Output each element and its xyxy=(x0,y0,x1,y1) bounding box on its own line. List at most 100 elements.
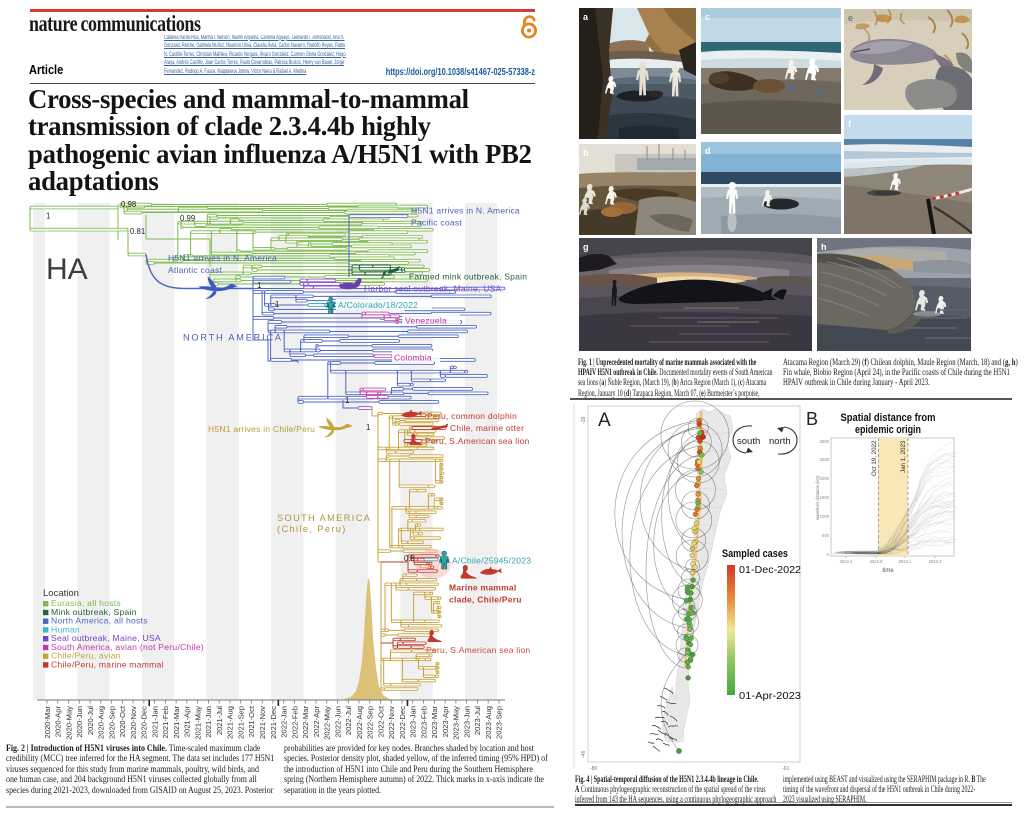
svg-text:2020-Apr: 2020-Apr xyxy=(54,706,63,738)
svg-text:0.81: 0.81 xyxy=(130,227,145,236)
svg-text:2023-Mar: 2023-Mar xyxy=(430,706,439,739)
svg-text:wavefront distance (km): wavefront distance (km) xyxy=(815,475,820,520)
svg-text:2021-Apr: 2021-Apr xyxy=(183,706,192,738)
svg-text:Atlantic coast: Atlantic coast xyxy=(168,265,222,275)
svg-text:epidemic origin: epidemic origin xyxy=(855,424,921,436)
svg-text:2020-Mar: 2020-Mar xyxy=(43,706,52,739)
svg-text:2022-May: 2022-May xyxy=(323,706,332,740)
svg-text:2023-May: 2023-May xyxy=(452,706,461,740)
svg-text:2023-Aug: 2023-Aug xyxy=(484,706,493,739)
svg-text:f: f xyxy=(848,119,852,129)
svg-text:500: 500 xyxy=(822,533,830,538)
svg-text:Location: Location xyxy=(43,588,79,599)
svg-text:2023-Apr: 2023-Apr xyxy=(441,706,450,738)
svg-text:Chile/Peru, avian: Chile/Peru, avian xyxy=(51,651,121,661)
svg-text:Eurasia, all hosts: Eurasia, all hosts xyxy=(51,598,121,608)
svg-text:HA: HA xyxy=(46,253,88,286)
svg-text:Peru, common dolphin: Peru, common dolphin xyxy=(427,411,517,421)
svg-text:2023.1: 2023.1 xyxy=(899,559,912,564)
svg-text:d: d xyxy=(705,146,711,156)
svg-text:Peru, S.American sea lion: Peru, S.American sea lion xyxy=(426,645,531,655)
svg-text:2000: 2000 xyxy=(820,476,830,481)
svg-text:2021-Jun: 2021-Jun xyxy=(204,706,213,738)
svg-text:1: 1 xyxy=(257,281,261,290)
svg-text:0: 0 xyxy=(827,552,830,557)
svg-text:2020-Sep: 2020-Sep xyxy=(107,706,116,739)
svg-text:g: g xyxy=(583,242,589,252)
svg-text:Venezuela: Venezuela xyxy=(405,316,447,326)
svg-text:-80: -80 xyxy=(590,766,597,772)
svg-text:2020-Aug: 2020-Aug xyxy=(97,706,106,739)
svg-text:1: 1 xyxy=(366,423,370,432)
svg-text:2021-Aug: 2021-Aug xyxy=(226,706,235,739)
svg-text:2020-May: 2020-May xyxy=(64,706,73,740)
svg-text:-46: -46 xyxy=(581,751,587,758)
svg-text:2021-Feb: 2021-Feb xyxy=(161,706,170,739)
svg-text:b: b xyxy=(583,148,589,158)
svg-text:south: south xyxy=(737,436,760,447)
svg-text:(Chile, Peru): (Chile, Peru) xyxy=(277,524,347,534)
svg-text:0.8: 0.8 xyxy=(404,554,415,563)
svg-text:2022-Apr: 2022-Apr xyxy=(312,706,321,738)
svg-text:Marine mammal: Marine mammal xyxy=(449,583,517,593)
svg-text:2023-Jun: 2023-Jun xyxy=(462,706,471,738)
svg-text:2021-Dec: 2021-Dec xyxy=(269,706,278,739)
svg-text:2022-Oct: 2022-Oct xyxy=(376,705,385,737)
svg-text:Pacific coast: Pacific coast xyxy=(411,218,462,228)
svg-text:2500: 2500 xyxy=(820,457,830,462)
svg-text:2020-Jul: 2020-Jul xyxy=(86,706,95,735)
svg-text:North America, all hosts: North America, all hosts xyxy=(51,616,148,626)
svg-text:2021-Oct: 2021-Oct xyxy=(247,705,256,737)
svg-text:2022-Mar: 2022-Mar xyxy=(301,706,310,739)
svg-text:1000: 1000 xyxy=(820,514,830,519)
svg-text:-61: -61 xyxy=(782,766,789,772)
svg-text:north: north xyxy=(769,436,791,447)
svg-text:Mink outbreak, Spain: Mink outbreak, Spain xyxy=(51,607,137,617)
svg-text:Spatial distance from: Spatial distance from xyxy=(841,412,936,424)
svg-text:Harbor seal outbreak, Maine, U: Harbor seal outbreak, Maine, USA xyxy=(364,284,502,294)
svg-text:H5N1 arrives in N. America: H5N1 arrives in N. America xyxy=(168,253,277,263)
svg-text:2021-May: 2021-May xyxy=(193,706,202,740)
svg-text:2022-Nov: 2022-Nov xyxy=(387,706,396,739)
svg-text:B: B xyxy=(806,409,818,429)
svg-text:h: h xyxy=(821,242,827,252)
svg-text:2021-Mar: 2021-Mar xyxy=(172,706,181,739)
svg-text:2022-Jan: 2022-Jan xyxy=(280,706,289,738)
svg-text:A: A xyxy=(598,410,611,431)
svg-text:2020-Nov: 2020-Nov xyxy=(129,706,138,739)
svg-text:A/Colorado/18/2022: A/Colorado/18/2022 xyxy=(338,300,418,310)
svg-text:H5N1 arrives in N. America: H5N1 arrives in N. America xyxy=(411,206,520,216)
svg-text:Colombia: Colombia xyxy=(394,353,432,363)
svg-text:2023-Jul: 2023-Jul xyxy=(473,706,482,735)
svg-text:Human: Human xyxy=(51,625,80,635)
svg-text:Farmed mink outbreak, Spain: Farmed mink outbreak, Spain xyxy=(409,272,527,282)
svg-text:2022-Jul: 2022-Jul xyxy=(344,706,353,735)
svg-text:2021-Nov: 2021-Nov xyxy=(258,706,267,739)
svg-text:NORTH AMERICA: NORTH AMERICA xyxy=(183,333,283,343)
svg-text:0.98: 0.98 xyxy=(121,200,136,209)
svg-text:Chile/Peru, marine mammal: Chile/Peru, marine mammal xyxy=(51,660,164,670)
svg-text:2022-Dec: 2022-Dec xyxy=(398,706,407,739)
svg-text:1: 1 xyxy=(275,300,279,309)
svg-text:2022.8: 2022.8 xyxy=(870,559,883,564)
svg-text:1500: 1500 xyxy=(820,495,830,500)
svg-text:clade, Chile/Peru: clade, Chile/Peru xyxy=(449,595,522,605)
svg-text:2020-Jun: 2020-Jun xyxy=(75,706,84,738)
svg-text:2022-Feb: 2022-Feb xyxy=(290,706,299,739)
svg-text:2022-Aug: 2022-Aug xyxy=(355,706,364,739)
svg-text:Oct 19, 2022: Oct 19, 2022 xyxy=(871,440,878,476)
svg-text:2021-Sep: 2021-Sep xyxy=(236,706,245,739)
svg-text:2020-Oct: 2020-Oct xyxy=(118,705,127,737)
svg-text:2023-Sep: 2023-Sep xyxy=(495,706,504,739)
svg-text:H5N1 arrives in Chile/Peru: H5N1 arrives in Chile/Peru xyxy=(208,424,315,434)
svg-text:3000: 3000 xyxy=(820,439,830,444)
svg-text:01-Apr-2023: 01-Apr-2023 xyxy=(739,691,801,702)
svg-text:1: 1 xyxy=(345,396,349,405)
svg-text:2023-Jan: 2023-Jan xyxy=(409,706,418,738)
svg-text:Jan 1, 2023: Jan 1, 2023 xyxy=(900,440,907,473)
svg-text:2022.4: 2022.4 xyxy=(840,559,853,564)
svg-text:2020-Dec: 2020-Dec xyxy=(140,706,149,739)
svg-text:2022-Sep: 2022-Sep xyxy=(366,706,375,739)
svg-text:2021-Jul: 2021-Jul xyxy=(215,706,224,735)
svg-text:0.99: 0.99 xyxy=(180,214,195,223)
